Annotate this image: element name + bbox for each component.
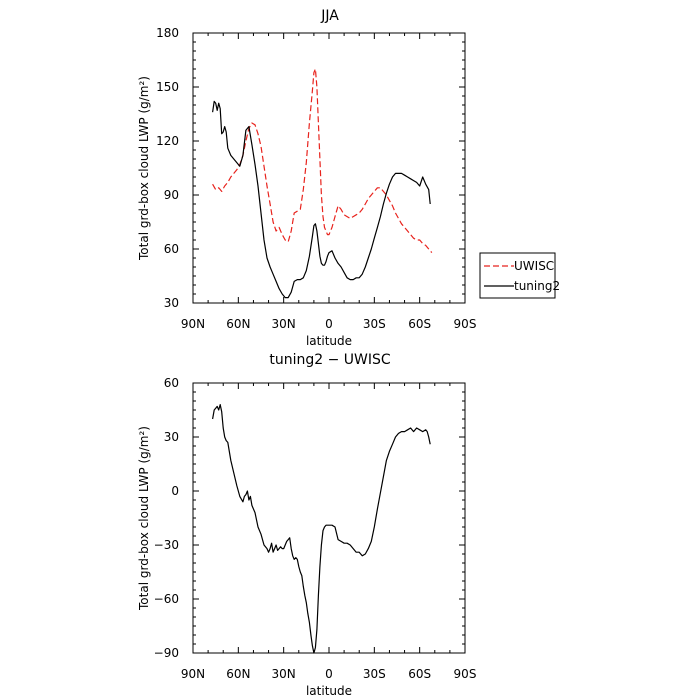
- legend: UWISC tuning2: [479, 252, 560, 299]
- panel-top-plot-frame: [192, 32, 466, 304]
- panel-top-y-ticks: 30 60 90 120 150 180: [156, 26, 465, 310]
- panel-top-series: [212, 68, 433, 299]
- panel-bottom-title: tuning2 − UWISC: [269, 352, 391, 368]
- legend-tuning2-label: tuning2: [514, 279, 560, 293]
- legend-uwisc-label: UWISC: [514, 259, 554, 273]
- panel-bottom-x-tick-label: 60S: [408, 667, 431, 681]
- panel-top-x-tick-label: 0: [325, 317, 333, 331]
- panel-bottom-y-tick-label: −30: [154, 538, 179, 552]
- panel-top-x-tick-label: 90N: [181, 317, 205, 331]
- panel-top-x-tick-label: 60S: [408, 317, 431, 331]
- legend-box: [479, 252, 556, 299]
- panel-bottom-y-tick-label: −60: [154, 592, 179, 606]
- panel-top-y-axis-label: Total grd-box cloud LWP (g/m²): [137, 76, 151, 261]
- panel-top-y-tick-label: 180: [156, 26, 179, 40]
- panel-top-x-tick-label: 90S: [454, 317, 477, 331]
- panel-top-x-ticks: 90N 60N 30N 0 30S 60S 90S: [181, 33, 477, 331]
- panel-top-y-tick-label: 60: [164, 242, 179, 256]
- panel-bottom-x-tick-label: 0: [325, 667, 333, 681]
- panel-top: JJA 90N 60N 30N 0 30S 60S 90S 306090120150180 …: [137, 8, 560, 348]
- panel-top-title: JJA: [320, 8, 339, 24]
- panel-bottom-y-tick-label: 0: [171, 484, 179, 498]
- panel-bottom: tuning2 − UWISC 90N 60N 30N 0 30S 60S 90S −90−…: [137, 352, 476, 698]
- panel-top-series-tuning2-line: [212, 100, 431, 299]
- panel-top-x-axis-label: latitude: [306, 334, 352, 348]
- panel-bottom-x-tick-label: 30N: [272, 667, 296, 681]
- panel-bottom-y-tick-label: 60: [164, 376, 179, 390]
- panel-bottom-y-tick-label: −90: [154, 646, 179, 660]
- panel-top-x-tick-label: 30S: [363, 317, 386, 331]
- panel-top-x-tick-label: 60N: [226, 317, 250, 331]
- panel-bottom-y-ticks: −90 −60 −30 0 30 60: [154, 376, 465, 660]
- panel-bottom-plot-frame: [192, 382, 466, 654]
- panel-bottom-difference-line: [212, 404, 431, 654]
- panel-top-y-tick-label: 120: [156, 134, 179, 148]
- panel-bottom-x-tick-label: 90S: [454, 667, 477, 681]
- panel-bottom-y-axis-label: Total grd-box cloud LWP (g/m²): [137, 426, 151, 611]
- panel-bottom-x-tick-label: 90N: [181, 667, 205, 681]
- panel-bottom-x-ticks: 90N 60N 30N 0 30S 60S 90S: [181, 383, 477, 681]
- panel-top-x-tick-label: 30N: [272, 317, 296, 331]
- panel-bottom-x-axis-label: latitude: [306, 684, 352, 698]
- panel-top-series-uwisc-line: [212, 68, 433, 253]
- panel-bottom-y-tick-label: 30: [164, 430, 179, 444]
- panel-top-y-tick-label: 150: [156, 80, 179, 94]
- panel-bottom-x-tick-label: 30S: [363, 667, 386, 681]
- panel-top-y-tick-label: 90: [164, 188, 179, 202]
- panel-bottom-series: [212, 404, 431, 654]
- panel-top-y-tick-label: 30: [164, 296, 179, 310]
- panel-bottom-x-tick-label: 60N: [226, 667, 250, 681]
